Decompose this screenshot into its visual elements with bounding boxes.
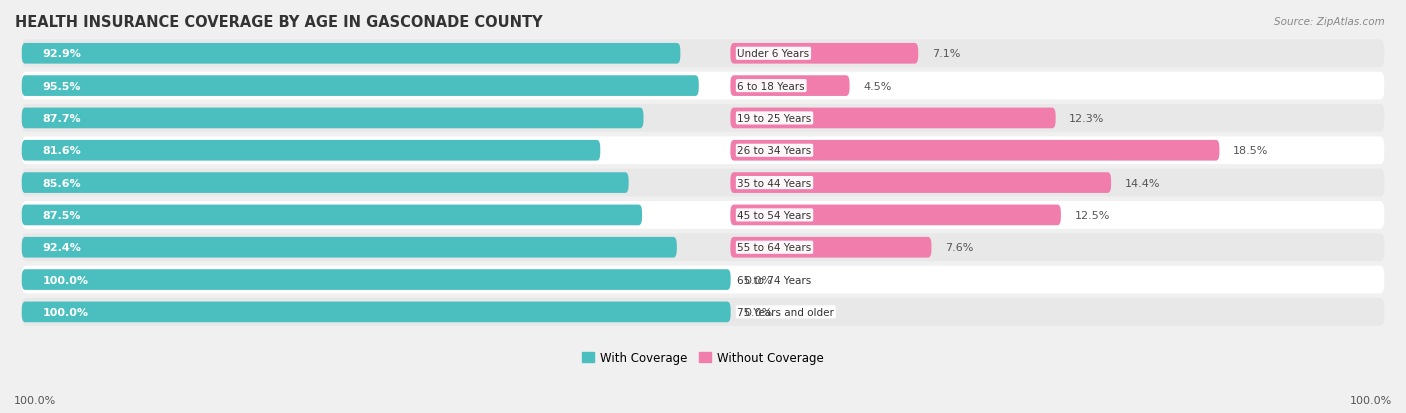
Text: 14.4%: 14.4% [1125, 178, 1160, 188]
FancyBboxPatch shape [21, 73, 1385, 100]
FancyBboxPatch shape [21, 108, 644, 129]
Text: 65 to 74 Years: 65 to 74 Years [737, 275, 811, 285]
Legend: With Coverage, Without Coverage: With Coverage, Without Coverage [578, 347, 828, 369]
FancyBboxPatch shape [730, 237, 931, 258]
FancyBboxPatch shape [21, 76, 699, 97]
FancyBboxPatch shape [21, 44, 681, 64]
FancyBboxPatch shape [21, 302, 731, 323]
Text: 19 to 25 Years: 19 to 25 Years [737, 114, 811, 123]
FancyBboxPatch shape [21, 40, 1385, 68]
FancyBboxPatch shape [730, 140, 1219, 161]
Text: 92.4%: 92.4% [42, 243, 82, 253]
FancyBboxPatch shape [21, 202, 1385, 229]
Text: 12.5%: 12.5% [1074, 210, 1109, 221]
Text: 100.0%: 100.0% [42, 275, 89, 285]
Text: 4.5%: 4.5% [863, 81, 891, 91]
Text: 26 to 34 Years: 26 to 34 Years [737, 146, 811, 156]
FancyBboxPatch shape [21, 266, 1385, 294]
Text: 95.5%: 95.5% [42, 81, 82, 91]
Text: 12.3%: 12.3% [1069, 114, 1105, 123]
Text: Under 6 Years: Under 6 Years [737, 49, 810, 59]
FancyBboxPatch shape [21, 205, 643, 226]
Text: 81.6%: 81.6% [42, 146, 82, 156]
FancyBboxPatch shape [730, 76, 849, 97]
FancyBboxPatch shape [21, 169, 1385, 197]
Text: 87.5%: 87.5% [42, 210, 82, 221]
Text: 35 to 44 Years: 35 to 44 Years [737, 178, 811, 188]
Text: 45 to 54 Years: 45 to 54 Years [737, 210, 811, 221]
FancyBboxPatch shape [730, 205, 1062, 226]
Text: HEALTH INSURANCE COVERAGE BY AGE IN GASCONADE COUNTY: HEALTH INSURANCE COVERAGE BY AGE IN GASC… [15, 15, 543, 30]
Text: 92.9%: 92.9% [42, 49, 82, 59]
Text: 6 to 18 Years: 6 to 18 Years [737, 81, 806, 91]
FancyBboxPatch shape [21, 237, 676, 258]
Text: 75 Years and older: 75 Years and older [737, 307, 834, 317]
FancyBboxPatch shape [21, 173, 628, 193]
Text: 7.1%: 7.1% [932, 49, 960, 59]
Text: 55 to 64 Years: 55 to 64 Years [737, 243, 811, 253]
Text: 100.0%: 100.0% [42, 307, 89, 317]
Text: 87.7%: 87.7% [42, 114, 82, 123]
FancyBboxPatch shape [21, 234, 1385, 261]
Text: 100.0%: 100.0% [1350, 395, 1392, 405]
Text: 0.0%: 0.0% [744, 307, 772, 317]
Text: 18.5%: 18.5% [1233, 146, 1268, 156]
Text: 0.0%: 0.0% [744, 275, 772, 285]
FancyBboxPatch shape [730, 44, 918, 64]
FancyBboxPatch shape [21, 105, 1385, 133]
Text: 7.6%: 7.6% [945, 243, 973, 253]
Text: 85.6%: 85.6% [42, 178, 82, 188]
Text: 100.0%: 100.0% [14, 395, 56, 405]
FancyBboxPatch shape [21, 298, 1385, 326]
Text: Source: ZipAtlas.com: Source: ZipAtlas.com [1274, 17, 1385, 26]
FancyBboxPatch shape [21, 137, 1385, 165]
FancyBboxPatch shape [21, 140, 600, 161]
FancyBboxPatch shape [730, 108, 1056, 129]
FancyBboxPatch shape [730, 173, 1111, 193]
FancyBboxPatch shape [21, 270, 731, 290]
